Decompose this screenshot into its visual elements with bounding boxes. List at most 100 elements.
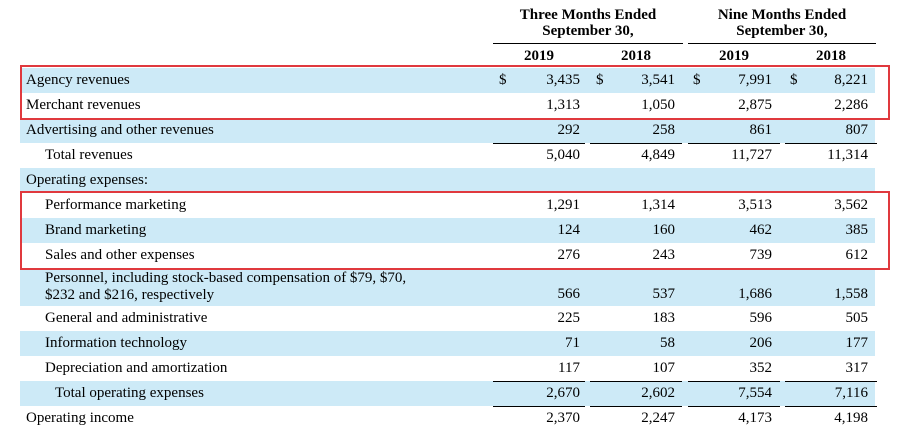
table-row-information-technology: Information technology 71 58 206 177 <box>20 331 875 356</box>
table-row-brand-marketing: Brand marketing 124 160 462 385 <box>20 218 875 243</box>
table-row-personnel: Personnel, including stock-based compens… <box>20 268 875 306</box>
value-q3-2019: 3,435 <box>546 72 580 88</box>
value-q3-2018: 58 <box>660 335 675 351</box>
nine-months-header-line2: September 30, <box>736 23 828 39</box>
value-q3-2018: 2,602 <box>641 385 675 401</box>
value-q3-2018: 1,050 <box>641 97 675 113</box>
year-header-3: 2019 <box>719 48 749 64</box>
value-9m-2018: 1,558 <box>834 286 868 302</box>
value-9m-2019: 462 <box>749 222 773 238</box>
opex-total-rule-4 <box>785 381 877 382</box>
table-row-merchant-revenues: Merchant revenues 1,313 1,050 2,875 2,28… <box>20 93 875 118</box>
value-q3-2018: 1,314 <box>641 197 675 213</box>
table-row-general-administrative: General and administrative 225 183 596 5… <box>20 306 875 331</box>
value-9m-2019: 11,727 <box>731 147 772 163</box>
value-q3-2018: 107 <box>652 360 676 376</box>
row-label-line2: $232 and $216, respectively <box>45 287 215 303</box>
row-label: Performance marketing <box>45 197 187 213</box>
value-q3-2019: 71 <box>565 335 580 351</box>
value-9m-2018: 4,198 <box>834 410 868 426</box>
row-label: Agency revenues <box>26 72 130 88</box>
value-q3-2019: 292 <box>557 122 581 138</box>
value-q3-2019: 225 <box>557 310 581 326</box>
total-rule-4 <box>785 143 877 144</box>
op-income-rule-3 <box>688 406 780 407</box>
nine-months-header: Nine Months Ended September 30, <box>688 7 876 39</box>
value-9m-2018: 317 <box>845 360 869 376</box>
op-income-rule-1 <box>493 406 585 407</box>
opex-total-rule-2 <box>590 381 682 382</box>
op-income-rule-4 <box>785 406 877 407</box>
total-rule-3 <box>688 143 780 144</box>
row-label: Total operating expenses <box>55 385 204 401</box>
value-9m-2018: 3,562 <box>834 197 868 213</box>
table-row-total-revenues: Total revenues 5,040 4,849 11,727 11,314 <box>20 143 875 168</box>
op-income-rule-2 <box>590 406 682 407</box>
total-rule-2 <box>590 143 682 144</box>
header-rule-nine-months <box>688 43 876 44</box>
value-q3-2018: 183 <box>652 310 676 326</box>
row-label: Depreciation and amortization <box>45 360 228 376</box>
value-q3-2019: 2,670 <box>546 385 580 401</box>
year-header-2: 2018 <box>621 48 651 64</box>
currency-symbol: $ <box>499 72 507 88</box>
row-label-line1: Personnel, including stock-based compens… <box>45 270 407 286</box>
row-label: Operating income <box>26 410 134 426</box>
value-9m-2019: 352 <box>749 360 773 376</box>
table-row-performance-marketing: Performance marketing 1,291 1,314 3,513 … <box>20 193 875 218</box>
value-9m-2018: 385 <box>845 222 869 238</box>
row-label: Advertising and other revenues <box>26 122 214 138</box>
total-rule-1 <box>493 143 585 144</box>
value-9m-2018: 612 <box>845 247 869 263</box>
year-header-1: 2019 <box>524 48 554 64</box>
table-row-sales-other-expenses: Sales and other expenses 276 243 739 612 <box>20 243 875 268</box>
value-q3-2019: 117 <box>558 360 580 376</box>
table-row-operating-expenses-heading: Operating expenses: <box>20 168 875 193</box>
row-label: Total revenues <box>45 147 133 163</box>
row-label: Brand marketing <box>45 222 147 238</box>
year-header-4: 2018 <box>816 48 846 64</box>
table-row-total-operating-expenses: Total operating expenses 2,670 2,602 7,5… <box>20 381 875 406</box>
row-label: Operating expenses: <box>26 172 149 188</box>
table-row-advertising-revenues: Advertising and other revenues 292 258 8… <box>20 118 875 143</box>
value-q3-2018: 258 <box>652 122 676 138</box>
value-9m-2018: 177 <box>845 335 869 351</box>
value-q3-2018: 160 <box>652 222 676 238</box>
value-q3-2018: 243 <box>652 247 676 263</box>
opex-total-rule-1 <box>493 381 585 382</box>
three-months-header: Three Months Ended September 30, <box>493 7 683 39</box>
row-label: Sales and other expenses <box>45 247 195 263</box>
value-9m-2019: 861 <box>749 122 773 138</box>
table-row-agency-revenues: Agency revenues $ 3,435 $ 3,541 $ 7,991 … <box>20 68 875 93</box>
highlight-box-revenues <box>20 65 890 120</box>
value-9m-2019: 3,513 <box>738 197 772 213</box>
value-q3-2019: 1,313 <box>546 97 580 113</box>
value-q3-2018: 537 <box>652 286 676 302</box>
header-rule-three-months <box>493 43 683 44</box>
currency-symbol: $ <box>596 72 604 88</box>
table-row-depreciation-amortization: Depreciation and amortization 117 107 35… <box>20 356 875 381</box>
row-label: Information technology <box>45 335 188 351</box>
value-9m-2019: 739 <box>749 247 773 263</box>
value-q3-2019: 1,291 <box>546 197 580 213</box>
value-q3-2019: 276 <box>557 247 581 263</box>
value-9m-2019: 2,875 <box>738 97 772 113</box>
three-months-header-line1: Three Months Ended <box>519 7 657 23</box>
row-label: Merchant revenues <box>26 97 141 113</box>
three-months-header-line2: September 30, <box>542 23 634 39</box>
value-9m-2019: 596 <box>749 310 773 326</box>
value-9m-2019: 206 <box>749 335 773 351</box>
value-9m-2018: 7,116 <box>834 385 868 401</box>
value-9m-2018: 8,221 <box>834 72 868 88</box>
value-q3-2018: 4,849 <box>641 147 675 163</box>
currency-symbol: $ <box>693 72 701 88</box>
table-row-operating-income: Operating income 2,370 2,247 4,173 4,198 <box>20 406 875 431</box>
value-q3-2019: 124 <box>557 222 581 238</box>
value-9m-2018: 11,314 <box>827 147 868 163</box>
value-9m-2019: 7,554 <box>738 385 772 401</box>
highlight-box-marketing-expenses <box>20 191 890 270</box>
row-label: General and administrative <box>45 310 208 326</box>
value-9m-2019: 4,173 <box>738 410 772 426</box>
value-q3-2019: 566 <box>557 286 581 302</box>
value-q3-2019: 2,370 <box>546 410 580 426</box>
